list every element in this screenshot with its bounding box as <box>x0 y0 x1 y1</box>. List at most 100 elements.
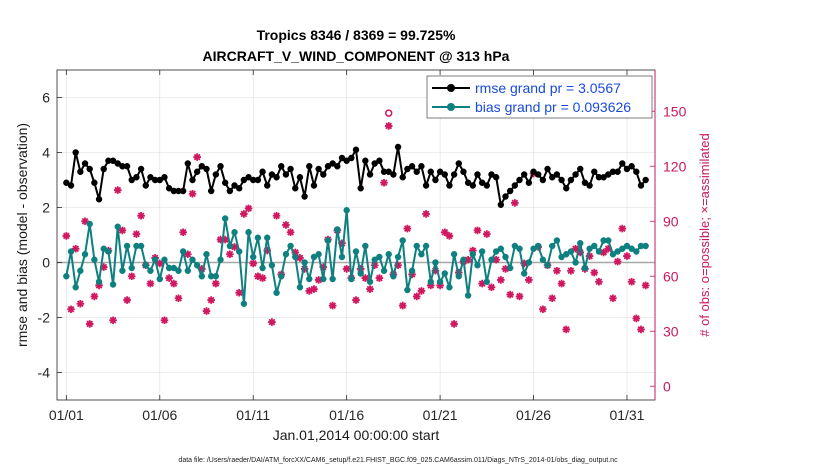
obs-possible-point-0 <box>384 109 393 117</box>
bias-point-81 <box>441 270 448 277</box>
bias-point-12 <box>119 267 126 274</box>
bias-point-31 <box>207 273 215 280</box>
rmse-point-73 <box>404 165 411 173</box>
bias-point-98 <box>520 270 528 277</box>
y-right-tick-label-0: 0 <box>663 378 671 394</box>
legend: rmse grand pr = 3.0567 bias grand pr = 0… <box>426 75 653 119</box>
rmse-point-10 <box>109 157 117 164</box>
x-tick-label-3: 01/16 <box>329 407 364 423</box>
rmse-point-1 <box>67 182 75 189</box>
obs-assimilated-glyph-53 <box>310 285 318 293</box>
bias-point-60 <box>343 207 350 214</box>
x-tick-label-6: 01/31 <box>609 407 644 423</box>
rmse-point-97 <box>516 176 523 184</box>
rmse-point-23 <box>170 187 177 195</box>
obs-assimilated-glyph-44 <box>268 318 276 326</box>
bias-point-113 <box>591 242 598 250</box>
rmse-point-20 <box>156 176 163 184</box>
rmse-point-15 <box>133 174 140 181</box>
rmse-point-19 <box>151 176 159 184</box>
obs-assimilated-glyph-4 <box>81 217 89 226</box>
rmse-point-74 <box>408 163 416 170</box>
rmse-point-26 <box>184 160 192 167</box>
obs-assimilated-point-115 <box>599 248 608 257</box>
rmse-point-27 <box>189 176 196 184</box>
rmse-point-101 <box>535 171 542 178</box>
obs-assimilated-glyph-94 <box>501 265 510 273</box>
obs-assimilated-glyph-123 <box>637 325 645 334</box>
obs-assimilated-glyph-106 <box>557 279 566 288</box>
y-left-tick-label-2: 0 <box>42 255 50 271</box>
obs-assimilated-point-114 <box>595 277 603 286</box>
bias-point-22 <box>165 264 173 272</box>
rmse-point-120 <box>623 165 631 173</box>
bias-point-57 <box>329 275 336 283</box>
obs-assimilated-point-5 <box>85 320 94 328</box>
bias-point-85 <box>460 256 467 263</box>
bias-point-39 <box>245 229 252 236</box>
obs-assimilated-glyph-73 <box>403 224 412 233</box>
obs-assimilated-glyph-86 <box>464 255 472 264</box>
obs-assimilated-point-99 <box>525 276 533 284</box>
obs-assimilated-glyph-36 <box>230 243 239 251</box>
y-right-tick-label-2: 60 <box>663 268 679 284</box>
obs-assimilated-glyph-12 <box>118 226 127 235</box>
obs-assimilated-point-112 <box>585 252 594 260</box>
obs-assimilated-point-6 <box>90 292 99 301</box>
obs-assimilated-point-22 <box>165 274 173 282</box>
bias-point-103 <box>544 262 551 269</box>
obs-assimilated-point-64 <box>361 274 370 282</box>
obs-assimilated-point-27 <box>188 189 197 198</box>
obs-assimilated-glyph-6 <box>90 292 99 301</box>
rmse-point-87 <box>469 182 476 189</box>
obs-assimilated-glyph-7 <box>95 281 103 290</box>
obs-assimilated-glyph-59 <box>338 239 346 248</box>
y-right-tick-label-4: 120 <box>663 158 687 174</box>
obs-assimilated-point-8 <box>99 263 108 271</box>
rmse-point-115 <box>600 174 607 181</box>
bias-point-95 <box>506 264 514 272</box>
rmse-point-71 <box>394 143 402 151</box>
rmse-point-50 <box>296 174 304 181</box>
rmse-point-83 <box>450 171 458 178</box>
obs-assimilated-point-97 <box>515 292 524 301</box>
bias-point-119 <box>619 245 626 252</box>
obs-count-markers <box>62 109 650 334</box>
rmse-point-117 <box>609 168 617 175</box>
obs-assimilated-point-79 <box>431 266 440 275</box>
obs-assimilated-point-80 <box>436 281 444 290</box>
obs-assimilated-glyph-32 <box>212 279 220 288</box>
obs-assimilated-point-2 <box>71 244 80 253</box>
obs-assimilated-glyph-98 <box>520 259 528 268</box>
obs-assimilated-glyph-99 <box>525 276 533 284</box>
y-right-tick-label-5: 150 <box>663 103 687 119</box>
obs-assimilated-point-78 <box>426 281 435 290</box>
y-left-tick-label-5: 6 <box>42 90 50 106</box>
obs-assimilated-point-30 <box>202 307 211 315</box>
obs-assimilated-point-25 <box>179 228 187 237</box>
obs-assimilated-glyph-64 <box>361 274 370 282</box>
obs-assimilated-glyph-31 <box>207 296 215 304</box>
rmse-point-98 <box>520 171 528 178</box>
obs-assimilated-glyph-29 <box>198 265 206 273</box>
obs-assimilated-point-53 <box>310 285 318 293</box>
x-tick-label-5: 01/26 <box>516 407 551 423</box>
bias-point-115 <box>600 237 607 244</box>
bias-point-7 <box>95 278 103 285</box>
rmse-point-30 <box>203 165 210 173</box>
x-tick-label-1: 01/06 <box>142 407 177 423</box>
bias-point-42 <box>259 264 266 272</box>
bias-point-78 <box>427 278 434 285</box>
legend-bias-label: bias grand pr = 0.093626 <box>475 99 631 115</box>
bias-point-87 <box>469 251 476 258</box>
rmse-point-112 <box>586 182 593 189</box>
obs-assimilated-point-124 <box>641 281 650 290</box>
rmse-point-79 <box>432 176 439 184</box>
obs-assimilated-glyph-48 <box>286 228 295 237</box>
x-tick-label-2: 01/11 <box>236 407 270 423</box>
bias-point-108 <box>567 248 575 255</box>
bias-point-53 <box>310 253 318 261</box>
rmse-point-119 <box>619 160 626 167</box>
obs-assimilated-glyph-95 <box>506 290 514 299</box>
bias-point-52 <box>306 275 313 283</box>
